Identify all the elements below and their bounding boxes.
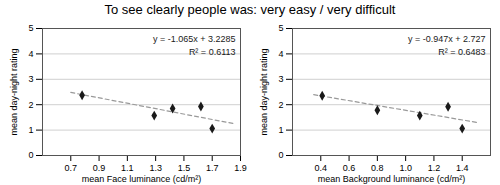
svg-text:4: 4 xyxy=(28,49,33,59)
html-text:To see clearly people was: ver: To see clearly people was: very easy / v… xyxy=(104,2,396,17)
svg-text:y = -0.947x + 2.727R² = 0.6483: y = -0.947x + 2.727R² = 0.6483 xyxy=(408,34,486,57)
svg-text:2: 2 xyxy=(28,100,33,110)
svg-text:0: 0 xyxy=(28,150,33,160)
svg-text:mean day-night rating: mean day-night rating xyxy=(9,48,19,135)
svg-text:0.8: 0.8 xyxy=(371,163,384,173)
svg-text:4: 4 xyxy=(278,49,283,59)
svg-text:1.7: 1.7 xyxy=(206,163,219,173)
svg-text:0: 0 xyxy=(278,150,283,160)
svg-text:1: 1 xyxy=(278,125,283,135)
svg-text:0.7: 0.7 xyxy=(65,163,78,173)
svg-text:0.4: 0.4 xyxy=(315,163,328,173)
svg-text:3: 3 xyxy=(28,74,33,84)
svg-text:0.9: 0.9 xyxy=(93,163,106,173)
svg-text:2: 2 xyxy=(278,100,283,110)
svg-text:1.0: 1.0 xyxy=(399,163,412,173)
svg-text:1.1: 1.1 xyxy=(121,163,134,173)
svg-text:1.2: 1.2 xyxy=(428,163,441,173)
svg-text:0.6: 0.6 xyxy=(343,163,356,173)
svg-text:1.5: 1.5 xyxy=(178,163,191,173)
svg-text:5: 5 xyxy=(28,23,33,33)
svg-text:3: 3 xyxy=(278,74,283,84)
svg-text:mean Face luminance (cd/m²): mean Face luminance (cd/m²) xyxy=(82,174,202,184)
svg-text:mean Background luminance (cd/: mean Background luminance (cd/m²) xyxy=(318,174,466,184)
svg-text:1.3: 1.3 xyxy=(149,163,162,173)
svg-text:5: 5 xyxy=(278,23,283,33)
svg-text:y = -1.065x + 3.2285R² = 0.611: y = -1.065x + 3.2285R² = 0.6113 xyxy=(153,34,236,57)
svg-text:1.9: 1.9 xyxy=(234,163,247,173)
svg-text:1.4: 1.4 xyxy=(456,163,469,173)
svg-text:mean day-night rating: mean day-night rating xyxy=(259,48,269,135)
svg-text:1: 1 xyxy=(28,125,33,135)
